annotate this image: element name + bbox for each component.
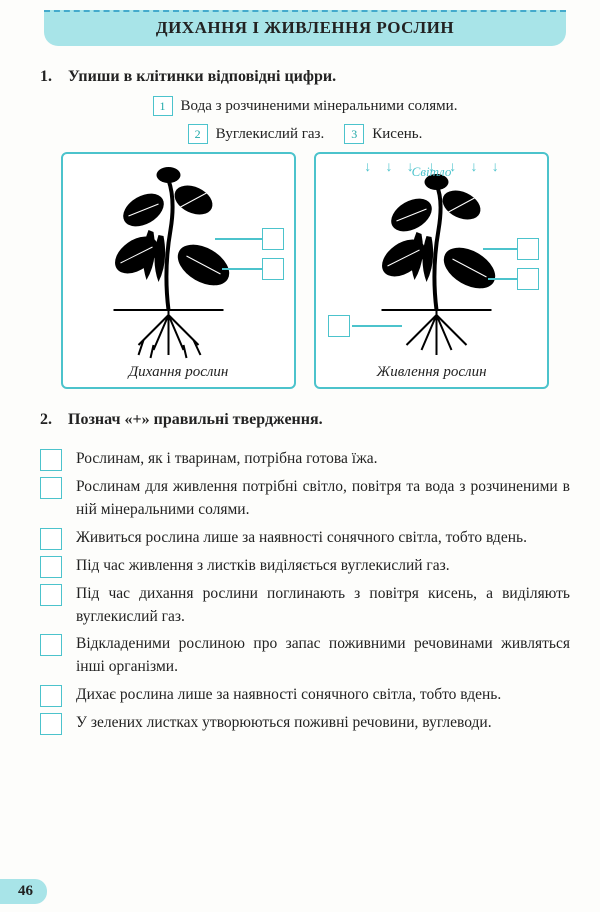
page-number: 46 [0, 879, 47, 904]
stmt-check-8[interactable] [40, 713, 62, 735]
question-2: 2. Познач «+» правильні твердження. Росл… [40, 411, 570, 735]
stmt-text-1: Рослинам, як і тваринам, потрібна готова… [76, 447, 570, 470]
stmt-text-4: Під час живлення з листків виділяється в… [76, 554, 570, 577]
stmt-check-5[interactable] [40, 584, 62, 606]
breathing-answer-box-1[interactable] [262, 228, 284, 250]
q1-number: 1. [40, 68, 64, 86]
def-2: 2 Вуглекислий газ. [188, 124, 325, 144]
diagrams-row: Дихання рослин ↓↓ ↓↓ ↓↓ ↓ Світло [40, 152, 570, 389]
light-label: Світло [412, 164, 452, 180]
plant-breathing-svg [67, 160, 290, 360]
breathing-answer-box-2[interactable] [262, 258, 284, 280]
def-2-text: Вуглекислий газ. [216, 126, 325, 143]
def-3: 3 Кисень. [344, 124, 422, 144]
nutrition-answer-box-2[interactable] [517, 268, 539, 290]
stmt-text-6: Відкладеними рослиною про запас поживним… [76, 632, 570, 679]
diagram-nutrition-caption: Живлення рослин [320, 364, 543, 381]
diagram-breathing-caption: Дихання рослин [67, 364, 290, 381]
stmt-check-4[interactable] [40, 556, 62, 578]
def-1-num: 1 [153, 96, 173, 116]
stmt-check-1[interactable] [40, 449, 62, 471]
def-3-num: 3 [344, 124, 364, 144]
def-2-num: 2 [188, 124, 208, 144]
stmt-text-3: Живиться рослина лише за наявності соняч… [76, 526, 570, 549]
def-3-text: Кисень. [372, 126, 422, 143]
diagram-nutrition: ↓↓ ↓↓ ↓↓ ↓ Світло [314, 152, 549, 389]
stmt-check-2[interactable] [40, 477, 62, 499]
def-1-text: Вода з розчиненими мінеральними солями. [181, 98, 458, 115]
nutrition-answer-box-1[interactable] [517, 238, 539, 260]
diagram-breathing: Дихання рослин [61, 152, 296, 389]
stmt-check-6[interactable] [40, 634, 62, 656]
nutrition-answer-box-3[interactable] [328, 315, 350, 337]
q2-statements: Рослинам, як і тваринам, потрібна готова… [40, 447, 570, 735]
q2-title: Познач «+» правильні твердження. [68, 411, 323, 428]
q2-number: 2. [40, 411, 64, 429]
def-1: 1 Вода з розчиненими мінеральними солями… [153, 96, 458, 116]
stmt-text-7: Дихає рослина лише за наявності сонячног… [76, 683, 570, 706]
q1-definitions: 1 Вода з розчиненими мінеральними солями… [40, 96, 570, 144]
stmt-text-8: У зелених листках утворюються поживні ре… [76, 711, 570, 734]
stmt-text-5: Під час дихання рослини поглинають з пов… [76, 582, 570, 629]
plant-nutrition-svg [320, 160, 543, 360]
page-title: ДИХАННЯ І ЖИВЛЕННЯ РОСЛИН [44, 10, 566, 46]
stmt-check-3[interactable] [40, 528, 62, 550]
question-1: 1. Упиши в клітинки відповідні цифри. 1 … [40, 68, 570, 389]
stmt-text-2: Рослинам для живлення потрібні світло, п… [76, 475, 570, 522]
stmt-check-7[interactable] [40, 685, 62, 707]
q1-title: Упиши в клітинки відповідні цифри. [68, 68, 336, 85]
